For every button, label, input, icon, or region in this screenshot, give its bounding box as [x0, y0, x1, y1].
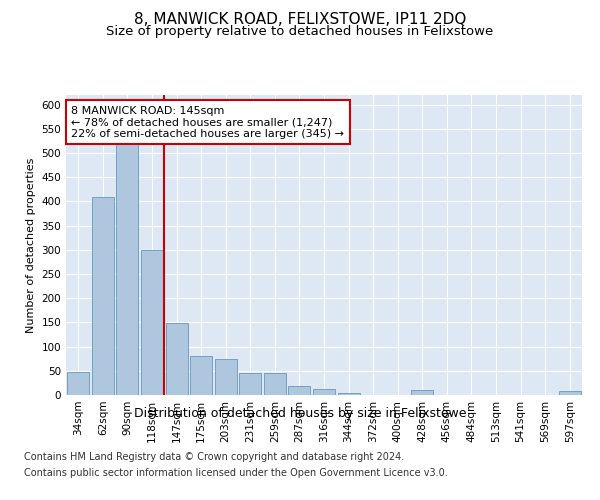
Bar: [190, 356, 212, 395]
Bar: [338, 392, 359, 395]
Text: Contains HM Land Registry data © Crown copyright and database right 2024.: Contains HM Land Registry data © Crown c…: [24, 452, 404, 462]
Bar: [411, 390, 433, 395]
Bar: [166, 324, 188, 395]
Bar: [141, 250, 163, 395]
Bar: [215, 358, 237, 395]
Text: 8, MANWICK ROAD, FELIXSTOWE, IP11 2DQ: 8, MANWICK ROAD, FELIXSTOWE, IP11 2DQ: [134, 12, 466, 28]
Bar: [289, 386, 310, 395]
Text: 8 MANWICK ROAD: 145sqm
← 78% of detached houses are smaller (1,247)
22% of semi-: 8 MANWICK ROAD: 145sqm ← 78% of detached…: [71, 106, 344, 138]
Y-axis label: Number of detached properties: Number of detached properties: [26, 158, 36, 332]
Bar: [559, 391, 581, 395]
Bar: [116, 141, 139, 395]
Text: Size of property relative to detached houses in Felixstowe: Size of property relative to detached ho…: [106, 25, 494, 38]
Bar: [67, 372, 89, 395]
Bar: [264, 373, 286, 395]
Text: Contains public sector information licensed under the Open Government Licence v3: Contains public sector information licen…: [24, 468, 448, 477]
Text: Distribution of detached houses by size in Felixstowe: Distribution of detached houses by size …: [134, 408, 466, 420]
Bar: [239, 373, 262, 395]
Bar: [313, 389, 335, 395]
Bar: [92, 196, 114, 395]
